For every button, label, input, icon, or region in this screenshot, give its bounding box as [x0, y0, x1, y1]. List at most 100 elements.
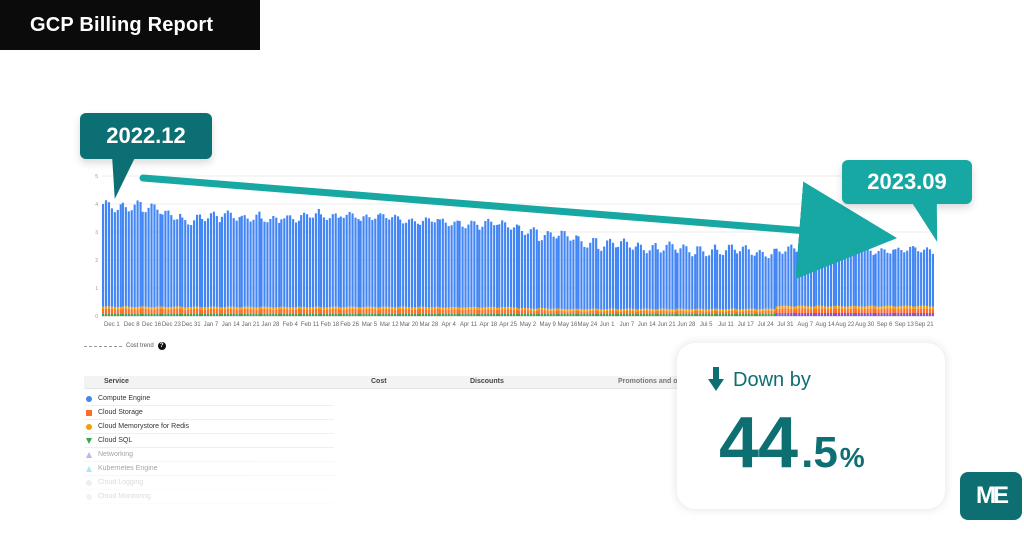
table-row[interactable]: Cloud Logging [84, 476, 334, 490]
bar-cloud-memorystore [351, 306, 354, 309]
bar-cloud-storage [357, 309, 360, 316]
bar-cloud-storage [493, 309, 496, 316]
bar-compute-engine [295, 222, 298, 308]
bar-networking [812, 313, 816, 316]
bar-cloud-sql [116, 314, 119, 316]
bar-compute-engine [124, 207, 127, 307]
bar-cloud-storage [931, 309, 934, 316]
table-row[interactable]: Networking [84, 448, 334, 462]
bar-cloud-sql [110, 314, 113, 316]
bar-compute-engine [928, 249, 932, 307]
bar-compute-engine [418, 224, 422, 307]
bar-networking [787, 313, 790, 316]
bar-compute-engine [815, 251, 818, 306]
bar-cloud-memorystore [283, 306, 286, 310]
bar-cloud-memorystore [685, 309, 688, 312]
bar-compute-engine [507, 227, 510, 307]
bar-cloud-storage [719, 311, 722, 316]
bar-compute-engine [107, 202, 111, 307]
bar-compute-engine [164, 210, 167, 307]
bar-cloud-memorystore [421, 306, 425, 310]
bar-cloud-sql [342, 314, 345, 316]
bar-cloud-memorystore [164, 306, 167, 310]
bar-compute-engine [458, 220, 461, 308]
bar-compute-engine [167, 210, 170, 308]
bar-cloud-storage [642, 310, 645, 316]
bar-compute-engine [529, 229, 532, 309]
bar-compute-engine [659, 252, 662, 309]
bar-cloud-storage [289, 309, 292, 316]
bar-cloud-sql [206, 314, 210, 316]
bar-cloud-memorystore [147, 306, 150, 310]
bar-cloud-memorystore [636, 309, 640, 312]
bar-cloud-sql [682, 314, 685, 316]
bar-cloud-sql [476, 314, 479, 316]
chart-x-tick: Dec 1 [104, 322, 120, 328]
chart-x-tick: Mar 28 [420, 322, 439, 328]
bar-cloud-memorystore [837, 306, 841, 309]
bar-cloud-storage [441, 309, 444, 316]
bar-cloud-memorystore [920, 305, 923, 309]
bar-cloud-memorystore [676, 308, 679, 311]
bar-cloud-sql [181, 314, 184, 316]
bar-cloud-memorystore [357, 307, 360, 310]
bar-cloud-memorystore [504, 306, 507, 310]
chart-x-tick: Jul 24 [758, 322, 775, 328]
bar-cloud-memorystore [496, 307, 499, 310]
bar-cloud-storage [473, 309, 476, 316]
bar-cloud-sql [671, 314, 674, 316]
bar-cloud-storage [317, 308, 320, 316]
bar-cloud-storage [586, 311, 589, 316]
bar-compute-engine [317, 209, 320, 307]
bar-cloud-memorystore [339, 307, 342, 310]
bar-cloud-storage [396, 309, 400, 316]
table-row[interactable]: Cloud Monitoring [84, 490, 334, 504]
table-row[interactable]: Cloud SQL [84, 434, 334, 448]
bar-cloud-sql [540, 314, 543, 316]
table-row[interactable]: Compute Engine [84, 392, 334, 406]
bar-compute-engine [846, 249, 849, 307]
table-row[interactable]: Cloud Storage [84, 406, 334, 420]
question-icon[interactable]: ? [157, 342, 166, 350]
bar-cloud-memorystore [322, 307, 325, 310]
bar-cloud-sql [153, 314, 156, 316]
bar-cloud-storage [348, 308, 351, 316]
bar-compute-engine [365, 214, 368, 307]
bar-cloud-memorystore [512, 307, 516, 310]
bar-cloud-sql [642, 314, 645, 316]
bar-cloud-memorystore [385, 306, 388, 309]
bar-compute-engine [823, 251, 827, 307]
bar-cloud-storage [246, 308, 249, 316]
bar-cloud-storage [866, 308, 869, 316]
bar-cloud-storage [662, 310, 665, 316]
bar-cloud-memorystore [872, 305, 875, 309]
bar-compute-engine [523, 234, 527, 309]
bar-cloud-storage [328, 309, 331, 316]
table-header-discounts: Discounts [470, 378, 504, 385]
bar-cloud-storage [860, 309, 863, 316]
bar-cloud-storage [512, 309, 516, 316]
bar-cloud-memorystore [747, 308, 750, 311]
bar-cloud-storage [656, 310, 659, 316]
bar-compute-engine [656, 249, 659, 309]
bar-cloud-storage [912, 308, 915, 316]
bar-cloud-memorystore [787, 306, 790, 309]
bar-cloud-storage [724, 311, 728, 316]
bar-cloud-memorystore [278, 307, 281, 310]
bar-compute-engine [113, 212, 116, 307]
bar-cloud-sql [198, 314, 202, 316]
bar-cloud-memorystore [557, 308, 560, 311]
bar-cloud-memorystore [654, 309, 657, 312]
bar-compute-engine [708, 255, 711, 310]
bar-cloud-memorystore [365, 306, 368, 309]
bar-cloud-sql [314, 314, 317, 316]
bar-compute-engine [569, 240, 572, 310]
chart-x-tick: Mar 12 [380, 322, 399, 328]
bar-compute-engine [456, 220, 459, 307]
circle-icon [86, 395, 92, 402]
bar-compute-engine [198, 214, 202, 307]
bar-compute-engine [184, 220, 187, 308]
table-row[interactable]: Kubernetes Engine [84, 462, 334, 476]
bar-cloud-storage [359, 309, 362, 316]
table-row[interactable]: Cloud Memorystore for Redis [84, 420, 334, 434]
